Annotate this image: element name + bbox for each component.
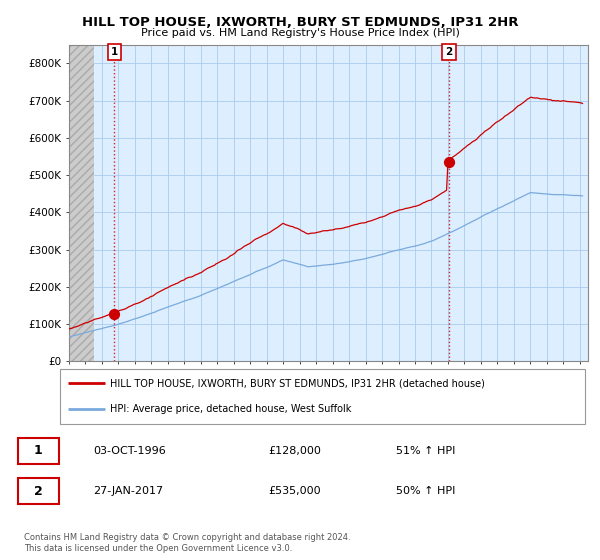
Text: 50% ↑ HPI: 50% ↑ HPI: [396, 486, 455, 496]
Text: Price paid vs. HM Land Registry's House Price Index (HPI): Price paid vs. HM Land Registry's House …: [140, 28, 460, 38]
Text: 2: 2: [445, 47, 453, 57]
Point: [445, 157, 454, 166]
Text: HILL TOP HOUSE, IXWORTH, BURY ST EDMUNDS, IP31 2HR (detached house): HILL TOP HOUSE, IXWORTH, BURY ST EDMUNDS…: [110, 378, 485, 388]
Text: Contains HM Land Registry data © Crown copyright and database right 2024.
This d: Contains HM Land Registry data © Crown c…: [24, 533, 350, 553]
FancyBboxPatch shape: [18, 478, 59, 505]
Text: 03-OCT-1996: 03-OCT-1996: [94, 446, 166, 456]
Bar: [69, 45, 94, 361]
Text: £128,000: £128,000: [268, 446, 321, 456]
Point: [110, 309, 119, 318]
Text: 2: 2: [34, 485, 43, 498]
Text: HPI: Average price, detached house, West Suffolk: HPI: Average price, detached house, West…: [110, 404, 352, 414]
Text: 1: 1: [110, 47, 118, 57]
Text: HILL TOP HOUSE, IXWORTH, BURY ST EDMUNDS, IP31 2HR: HILL TOP HOUSE, IXWORTH, BURY ST EDMUNDS…: [82, 16, 518, 29]
Text: 1: 1: [34, 444, 43, 457]
FancyBboxPatch shape: [18, 438, 59, 464]
Text: 27-JAN-2017: 27-JAN-2017: [94, 486, 164, 496]
FancyBboxPatch shape: [59, 368, 586, 424]
Text: 51% ↑ HPI: 51% ↑ HPI: [396, 446, 455, 456]
Text: £535,000: £535,000: [268, 486, 321, 496]
